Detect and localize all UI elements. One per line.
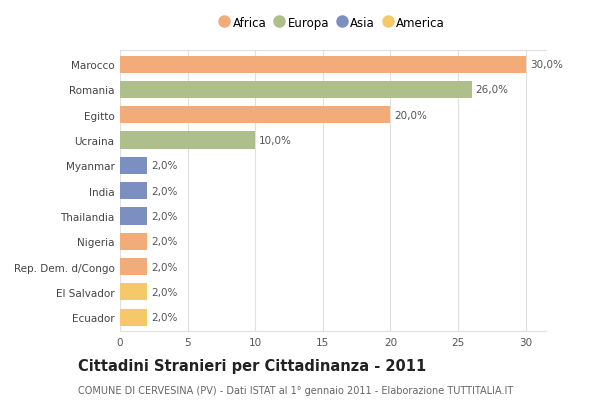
Legend: Africa, Europa, Asia, America: Africa, Europa, Asia, America <box>217 13 449 34</box>
Bar <box>120 233 147 250</box>
Text: 30,0%: 30,0% <box>530 60 563 70</box>
Bar <box>120 107 391 124</box>
Text: 26,0%: 26,0% <box>476 85 509 95</box>
Text: 2,0%: 2,0% <box>151 312 178 322</box>
Text: Cittadini Stranieri per Cittadinanza - 2011: Cittadini Stranieri per Cittadinanza - 2… <box>78 358 426 373</box>
Bar <box>120 183 147 200</box>
Bar <box>120 56 526 74</box>
Text: 2,0%: 2,0% <box>151 262 178 272</box>
Text: 2,0%: 2,0% <box>151 211 178 221</box>
Text: 10,0%: 10,0% <box>259 136 292 146</box>
Text: 2,0%: 2,0% <box>151 161 178 171</box>
Bar <box>120 157 147 175</box>
Bar <box>120 82 472 99</box>
Bar <box>120 309 147 326</box>
Text: 2,0%: 2,0% <box>151 287 178 297</box>
Text: 20,0%: 20,0% <box>395 110 427 121</box>
Bar <box>120 283 147 301</box>
Text: COMUNE DI CERVESINA (PV) - Dati ISTAT al 1° gennaio 2011 - Elaborazione TUTTITAL: COMUNE DI CERVESINA (PV) - Dati ISTAT al… <box>78 385 513 396</box>
Text: 2,0%: 2,0% <box>151 237 178 247</box>
Text: 2,0%: 2,0% <box>151 186 178 196</box>
Bar <box>120 132 255 149</box>
Bar <box>120 258 147 276</box>
Bar <box>120 208 147 225</box>
